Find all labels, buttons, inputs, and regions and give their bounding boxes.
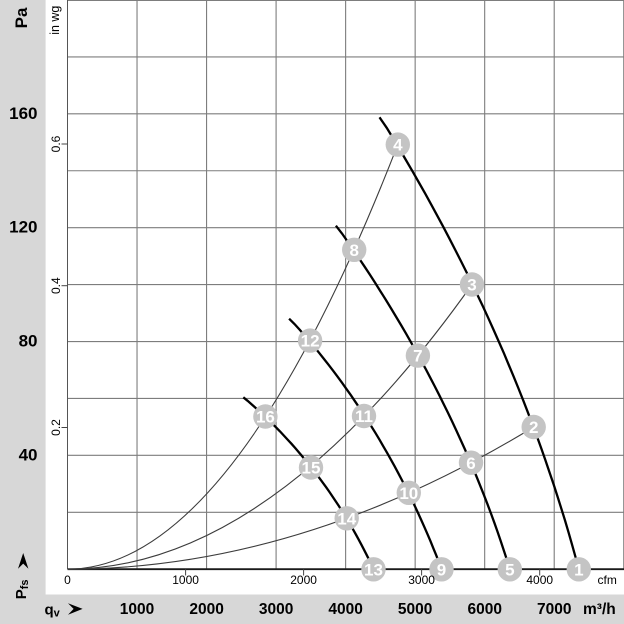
- svg-text:5: 5: [505, 560, 514, 579]
- svg-text:0.2: 0.2: [49, 419, 63, 436]
- svg-text:0: 0: [64, 573, 71, 587]
- svg-text:4: 4: [393, 136, 403, 155]
- svg-text:160: 160: [9, 104, 37, 123]
- svg-text:2000: 2000: [189, 601, 223, 618]
- svg-text:3: 3: [467, 276, 476, 295]
- svg-text:1: 1: [574, 560, 583, 579]
- svg-text:cfm: cfm: [598, 573, 617, 587]
- svg-text:3000: 3000: [408, 573, 435, 587]
- svg-text:15: 15: [302, 459, 321, 478]
- svg-text:14: 14: [337, 509, 356, 528]
- svg-text:7: 7: [413, 347, 422, 366]
- svg-text:3000: 3000: [259, 601, 293, 618]
- svg-text:4000: 4000: [526, 573, 553, 587]
- svg-text:in wg: in wg: [48, 6, 62, 35]
- svg-text:4000: 4000: [328, 601, 362, 618]
- svg-text:120: 120: [9, 218, 37, 237]
- svg-text:6000: 6000: [467, 601, 501, 618]
- svg-text:80: 80: [19, 332, 38, 351]
- svg-text:16: 16: [256, 408, 275, 427]
- svg-text:2: 2: [529, 418, 538, 437]
- svg-text:11: 11: [355, 407, 373, 426]
- svg-text:m³/h: m³/h: [583, 601, 616, 618]
- svg-text:0.4: 0.4: [49, 277, 63, 294]
- svg-text:13: 13: [364, 560, 383, 579]
- svg-text:0.6: 0.6: [49, 135, 63, 152]
- svg-text:6: 6: [466, 454, 475, 473]
- svg-text:Pa: Pa: [12, 7, 31, 28]
- svg-text:10: 10: [399, 484, 418, 503]
- svg-text:9: 9: [437, 560, 446, 579]
- svg-text:1000: 1000: [172, 573, 199, 587]
- svg-text:40: 40: [19, 445, 38, 464]
- svg-text:8: 8: [349, 241, 358, 260]
- svg-text:7000: 7000: [537, 601, 571, 618]
- svg-text:1000: 1000: [120, 601, 154, 618]
- svg-text:5000: 5000: [398, 601, 432, 618]
- svg-text:12: 12: [301, 332, 320, 351]
- svg-text:2000: 2000: [290, 573, 317, 587]
